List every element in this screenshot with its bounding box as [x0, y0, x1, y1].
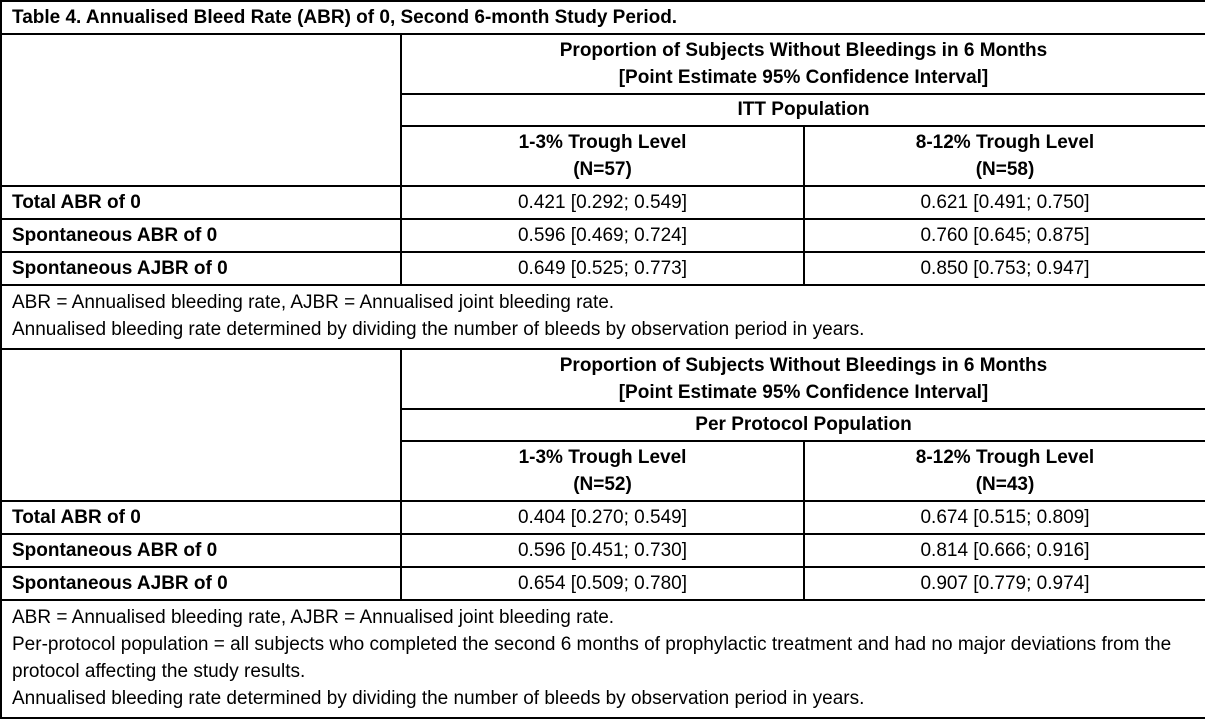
section2-header-line1: Proportion of Subjects Without Bleedings…	[559, 355, 1048, 376]
value-cell: 0.850 [0.753; 0.947]	[803, 251, 1205, 286]
table-title-row: Table 4. Annualised Bleed Rate (ABR) of …	[0, 0, 1205, 35]
section1-col2-header-label: 8-12% Trough Level	[915, 132, 1095, 153]
section2-col1-header-label: 1-3% Trough Level	[518, 447, 687, 468]
section1-col1-header-label: 1-3% Trough Level	[518, 132, 687, 153]
section2-header-row: Proportion of Subjects Without Bleedings…	[0, 348, 1205, 502]
section1-footnote: ABR = Annualised bleeding rate, AJBR = A…	[0, 284, 1205, 350]
section2-footnote-row: ABR = Annualised bleeding rate, AJBR = A…	[0, 599, 1205, 719]
table-row: Total ABR of 0 0.421 [0.292; 0.549] 0.62…	[0, 185, 1205, 220]
row-label: Spontaneous AJBR of 0	[0, 251, 402, 286]
footnote-line: Annualised bleeding rate determined by d…	[12, 688, 865, 709]
section1-header-row: Proportion of Subjects Without Bleedings…	[0, 33, 1205, 187]
row-label: Spontaneous ABR of 0	[0, 533, 402, 568]
section2-column-header-row: 1-3% Trough Level (N=52) 8-12% Trough Le…	[1, 440, 1205, 502]
row-label: Total ABR of 0	[0, 500, 402, 535]
row-label: Spontaneous ABR of 0	[0, 218, 402, 253]
section2-col2-header-label: 8-12% Trough Level	[915, 447, 1095, 468]
table-row: Spontaneous ABR of 0 0.596 [0.469; 0.724…	[0, 218, 1205, 253]
section1-col2-header: 8-12% Trough Level (N=58)	[803, 125, 1205, 187]
section2-header: Proportion of Subjects Without Bleedings…	[400, 348, 1205, 410]
section2-col1-header: 1-3% Trough Level (N=52)	[400, 440, 805, 502]
table-row: Spontaneous AJBR of 0 0.654 [0.509; 0.78…	[0, 566, 1205, 601]
table-row: Spontaneous AJBR of 0 0.649 [0.525; 0.77…	[0, 251, 1205, 286]
section1-col2-header-n: (N=58)	[975, 159, 1035, 180]
value-cell: 0.907 [0.779; 0.974]	[803, 566, 1205, 601]
table-row: Total ABR of 0 0.404 [0.270; 0.549] 0.67…	[0, 500, 1205, 535]
value-cell: 0.760 [0.645; 0.875]	[803, 218, 1205, 253]
row-label: Spontaneous AJBR of 0	[0, 566, 402, 601]
section1-population-label: ITT Population	[400, 93, 1205, 127]
section2-header-line2: [Point Estimate 95% Confidence Interval]	[618, 382, 989, 403]
section2-stub-cell	[0, 348, 402, 502]
value-cell: 0.654 [0.509; 0.780]	[400, 566, 805, 601]
section1-col1-header-n: (N=57)	[573, 159, 632, 180]
row-label: Total ABR of 0	[0, 185, 402, 220]
value-cell: 0.621 [0.491; 0.750]	[803, 185, 1205, 220]
section2-col2-header-n: (N=43)	[975, 474, 1035, 495]
table-title: Table 4. Annualised Bleed Rate (ABR) of …	[0, 0, 1205, 35]
value-cell: 0.649 [0.525; 0.773]	[400, 251, 805, 286]
value-cell: 0.674 [0.515; 0.809]	[803, 500, 1205, 535]
value-cell: 0.596 [0.469; 0.724]	[400, 218, 805, 253]
section2-col1-header-n: (N=52)	[573, 474, 632, 495]
value-cell: 0.404 [0.270; 0.549]	[400, 500, 805, 535]
section2-footnote: ABR = Annualised bleeding rate, AJBR = A…	[0, 599, 1205, 719]
footnote-line: ABR = Annualised bleeding rate, AJBR = A…	[12, 607, 615, 628]
value-cell: 0.421 [0.292; 0.549]	[400, 185, 805, 220]
section2-population-row: Per Protocol Population	[1, 408, 1205, 442]
section1-header-line2: [Point Estimate 95% Confidence Interval]	[618, 67, 989, 88]
footnote-line: ABR = Annualised bleeding rate, AJBR = A…	[12, 292, 615, 313]
footnote-line: Annualised bleeding rate determined by d…	[12, 319, 865, 340]
value-cell: 0.814 [0.666; 0.916]	[803, 533, 1205, 568]
section1-footnote-row: ABR = Annualised bleeding rate, AJBR = A…	[0, 284, 1205, 350]
section2-col2-header: 8-12% Trough Level (N=43)	[803, 440, 1205, 502]
section1-column-header-row: 1-3% Trough Level (N=57) 8-12% Trough Le…	[1, 125, 1205, 187]
value-cell: 0.596 [0.451; 0.730]	[400, 533, 805, 568]
table-row: Spontaneous ABR of 0 0.596 [0.451; 0.730…	[0, 533, 1205, 568]
section1-col1-header: 1-3% Trough Level (N=57)	[400, 125, 805, 187]
section1-stub-cell	[0, 33, 402, 187]
section1-header: Proportion of Subjects Without Bleedings…	[400, 33, 1205, 95]
footnote-line: Per-protocol population = all subjects w…	[12, 634, 1172, 682]
section1-header-line1: Proportion of Subjects Without Bleedings…	[559, 40, 1048, 61]
section2-population-label: Per Protocol Population	[400, 408, 1205, 442]
section1-population-row: ITT Population	[1, 93, 1205, 127]
